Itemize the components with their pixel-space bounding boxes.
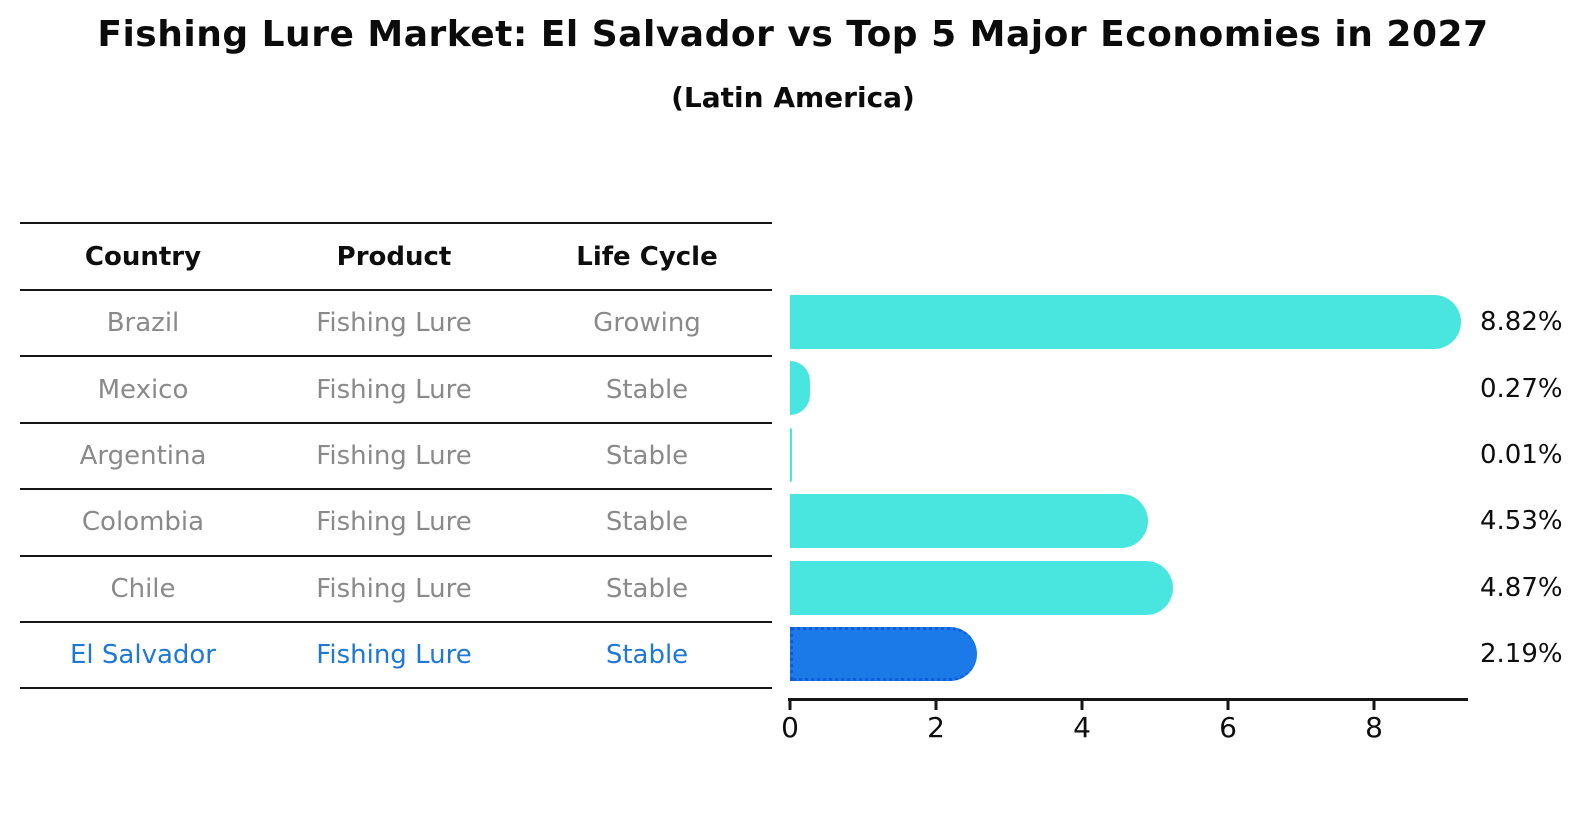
table-row: Chile Fishing Lure Stable	[20, 557, 772, 623]
bar	[790, 427, 792, 482]
table-cell-life-cycle: Growing	[593, 308, 701, 339]
table-cell-product: Fishing Lure	[316, 440, 472, 471]
x-axis-tick-mark	[934, 701, 938, 710]
table-body: Brazil Fishing Lure Growing Mexico Fishing L…	[20, 291, 772, 690]
x-axis-tick-mark	[788, 701, 792, 710]
table-cell-life-cycle: Stable	[605, 374, 689, 405]
bar	[790, 560, 1173, 615]
table-cell-product: Fishing Lure	[316, 573, 472, 604]
x-axis-tick-mark	[1080, 701, 1084, 710]
table-cell-product: Fishing Lure	[316, 374, 472, 405]
chart-subtitle: (Latin America)	[671, 81, 915, 114]
bar-value-label: 8.82%	[1480, 307, 1563, 338]
table-row: Brazil Fishing Lure Growing	[20, 291, 772, 358]
x-axis-tick-mark	[1226, 701, 1230, 710]
table-cell-country: Colombia	[81, 507, 205, 538]
table-header-cell: Country	[84, 241, 202, 272]
x-axis-tick-label: 0	[781, 711, 799, 744]
table-header-row: Country Product Life Cycle	[20, 224, 772, 291]
x-axis-line	[788, 698, 1468, 701]
table-cell-life-cycle: Stable	[605, 507, 689, 538]
table-cell-life-cycle: Stable	[605, 640, 689, 671]
bar-value-label: 0.01%	[1480, 440, 1563, 470]
bar-value-label: 0.27%	[1480, 373, 1563, 404]
table-cell-country: Argentina	[79, 440, 207, 471]
bar	[790, 494, 1148, 549]
bar-value-label: 4.87%	[1480, 572, 1563, 603]
table-row: Mexico Fishing Lure Stable	[20, 357, 772, 424]
table-row: Colombia Fishing Lure Stable	[20, 490, 772, 557]
x-axis-tick-label: 8	[1365, 711, 1383, 744]
table-cell-product: Fishing Lure	[316, 308, 472, 339]
x-axis-tick-mark	[1372, 701, 1376, 710]
bar	[790, 295, 1461, 349]
x-axis-tick-label: 6	[1219, 711, 1237, 744]
table-header-cell: Life Cycle	[576, 241, 718, 272]
x-axis-tick-label: 4	[1073, 711, 1091, 744]
bar-value-label: 2.19%	[1480, 639, 1563, 670]
chart-title: Fishing Lure Market: El Salvador vs Top …	[97, 14, 1489, 55]
table-cell-country: Chile	[110, 573, 176, 604]
table-cell-country: Mexico	[97, 374, 189, 405]
table-cell-country: Brazil	[106, 308, 180, 339]
bar	[790, 361, 810, 416]
country-table: Country Product Life Cycle Brazil Fishing L…	[20, 222, 772, 690]
table-cell-product: Fishing Lure	[316, 507, 472, 538]
table-header-cell: Product	[336, 241, 452, 272]
table-cell-life-cycle: Stable	[605, 573, 689, 604]
table-row: El Salvador Fishing Lure Stable	[20, 623, 772, 690]
table-row: Argentina Fishing Lure Stable	[20, 424, 772, 491]
bar-value-label: 4.53%	[1480, 506, 1563, 537]
table-cell-life-cycle: Stable	[605, 440, 689, 471]
table-cell-country: El Salvador	[70, 640, 216, 671]
bar-highlighted	[790, 627, 977, 681]
table-cell-product: Fishing Lure	[316, 640, 472, 671]
x-axis-tick-label: 2	[927, 711, 945, 744]
